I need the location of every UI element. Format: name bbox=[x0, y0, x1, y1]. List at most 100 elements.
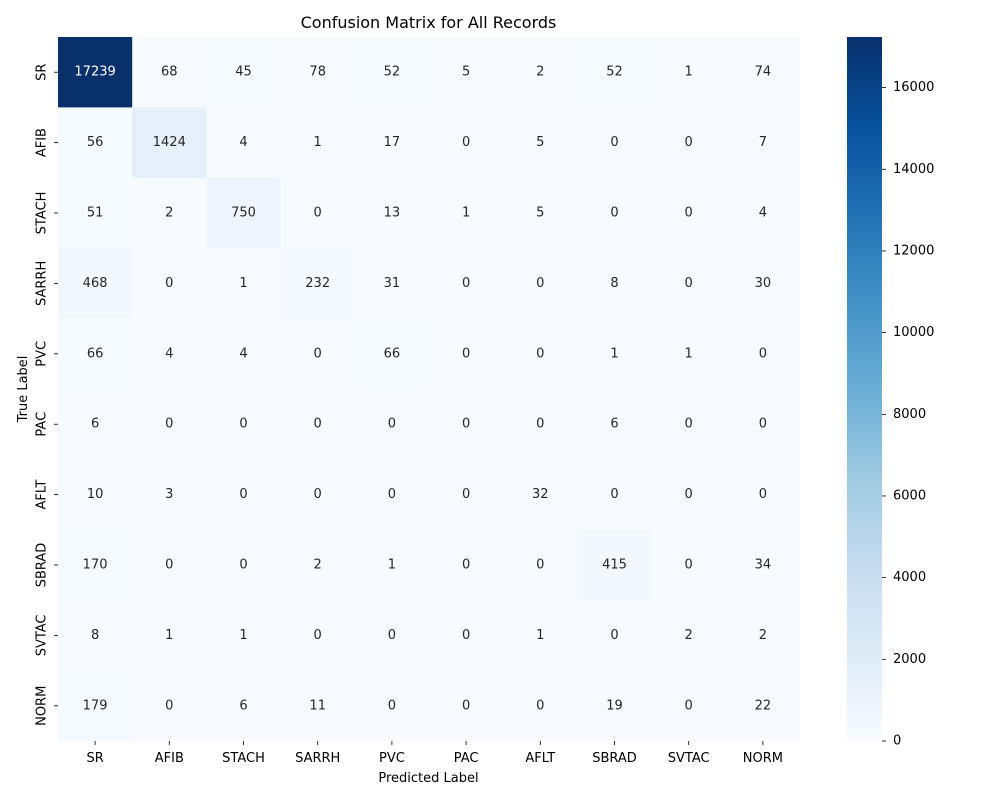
y-tick-label-4: PVC bbox=[35, 341, 50, 367]
cell-value-label-1-0: 56 bbox=[87, 135, 104, 150]
heatmap-cell-9-4 bbox=[354, 670, 430, 742]
cell-value-label-3-8: 0 bbox=[685, 276, 693, 291]
cell-value-label-6-3: 0 bbox=[314, 487, 322, 502]
cell-value-label-2-4: 13 bbox=[384, 206, 401, 221]
heatmap-cell-2-3 bbox=[280, 177, 356, 249]
heatmap-cell-8-1 bbox=[132, 600, 207, 672]
heatmap-cell-5-5 bbox=[429, 389, 504, 460]
heatmap-cell-2-9 bbox=[725, 177, 801, 249]
cell-value-label-5-9: 0 bbox=[759, 417, 767, 432]
heatmap-cell-5-0 bbox=[58, 389, 133, 460]
heatmap-cell-4-8 bbox=[651, 318, 727, 390]
cell-value-label-9-0: 179 bbox=[83, 698, 108, 713]
colorbar-tick-label-1: 2000 bbox=[893, 652, 926, 667]
heatmap-cell-1-8 bbox=[651, 107, 727, 179]
heatmap-cell-2-4 bbox=[354, 177, 430, 249]
cell-value-label-8-3: 0 bbox=[314, 628, 322, 643]
cell-value-label-0-1: 68 bbox=[161, 65, 178, 80]
heatmap-cell-6-7 bbox=[577, 459, 653, 531]
x-tick-label-4: PVC bbox=[379, 751, 405, 766]
x-tick-label-1: AFIB bbox=[155, 751, 184, 766]
heatmap-cell-7-2 bbox=[206, 529, 282, 601]
cell-value-label-1-3: 1 bbox=[314, 135, 322, 150]
y-tick-label-6: AFLT bbox=[35, 480, 50, 510]
heatmap-cell-3-9 bbox=[725, 248, 801, 320]
heatmap-cell-0-1 bbox=[132, 37, 207, 108]
heatmap-cell-4-9 bbox=[725, 318, 801, 390]
x-tick-label-2: STACH bbox=[222, 751, 265, 766]
cell-value-label-2-5: 1 bbox=[462, 206, 470, 221]
cell-value-label-7-0: 170 bbox=[83, 558, 108, 573]
heatmap-cell-8-6 bbox=[503, 600, 578, 672]
heatmap-cell-1-5 bbox=[429, 107, 504, 179]
heatmap-cell-9-7 bbox=[577, 670, 653, 742]
colorbar-tick-label-3: 6000 bbox=[893, 488, 926, 503]
heatmap-cell-4-4 bbox=[354, 318, 430, 390]
heatmap-cell-7-8 bbox=[651, 529, 727, 601]
cell-value-label-8-5: 0 bbox=[462, 628, 470, 643]
colorbar-tick-label-8: 16000 bbox=[893, 80, 934, 95]
heatmap-cell-3-8 bbox=[651, 248, 727, 320]
cell-value-label-6-5: 0 bbox=[462, 487, 470, 502]
heatmap-cell-3-3 bbox=[280, 248, 356, 320]
cell-value-label-1-9: 7 bbox=[759, 135, 767, 150]
cell-value-label-3-0: 468 bbox=[83, 276, 108, 291]
cell-value-label-2-9: 4 bbox=[759, 206, 767, 221]
cell-value-label-6-9: 0 bbox=[759, 487, 767, 502]
heatmap-cell-6-2 bbox=[206, 459, 282, 531]
colorbar-tick-label-2: 4000 bbox=[893, 570, 926, 585]
cell-value-label-2-8: 0 bbox=[685, 206, 693, 221]
cell-value-label-2-7: 0 bbox=[610, 206, 618, 221]
heatmap-cell-9-6 bbox=[503, 670, 578, 742]
cell-value-label-7-4: 1 bbox=[388, 558, 396, 573]
cell-value-label-7-1: 0 bbox=[165, 558, 173, 573]
cell-value-label-5-3: 0 bbox=[314, 417, 322, 432]
heatmap-cell-0-8 bbox=[651, 37, 727, 108]
cell-value-label-1-5: 0 bbox=[462, 135, 470, 150]
y-tick-label-0: SR bbox=[35, 64, 50, 81]
heatmap-cell-0-0 bbox=[58, 37, 133, 108]
colorbar-tick-label-6: 12000 bbox=[893, 243, 934, 258]
heatmap-cell-4-7 bbox=[577, 318, 653, 390]
heatmap-cell-8-5 bbox=[429, 600, 504, 672]
cell-value-label-2-1: 2 bbox=[165, 206, 173, 221]
x-axis-label: Predicted Label bbox=[378, 771, 478, 786]
x-tick-label-7: SBRAD bbox=[592, 751, 637, 766]
cell-value-label-6-1: 3 bbox=[165, 487, 173, 502]
cell-value-label-4-8: 1 bbox=[685, 346, 693, 361]
heatmap-cell-3-0 bbox=[58, 248, 133, 320]
heatmap-cell-7-5 bbox=[429, 529, 504, 601]
cell-value-label-9-6: 0 bbox=[536, 698, 544, 713]
heatmap-cell-5-2 bbox=[206, 389, 282, 460]
heatmap-cell-4-0 bbox=[58, 318, 133, 390]
cell-value-label-4-9: 0 bbox=[759, 346, 767, 361]
chart-title: Confusion Matrix for All Records bbox=[301, 13, 557, 32]
cell-value-label-7-7: 415 bbox=[602, 558, 627, 573]
heatmap-cell-5-1 bbox=[132, 389, 207, 460]
cell-value-label-7-8: 0 bbox=[685, 558, 693, 573]
cell-value-label-5-7: 6 bbox=[610, 417, 618, 432]
heatmap-cell-1-4 bbox=[354, 107, 430, 179]
heatmap-cell-0-9 bbox=[725, 37, 801, 108]
heatmap-cell-3-1 bbox=[132, 248, 207, 320]
heatmap-cell-2-1 bbox=[132, 177, 207, 249]
heatmap-cell-6-3 bbox=[280, 459, 356, 531]
heatmap-cell-6-6 bbox=[503, 459, 578, 531]
heatmap-cell-1-3 bbox=[280, 107, 356, 179]
x-tick-label-9: NORM bbox=[743, 751, 783, 766]
cell-value-label-9-1: 0 bbox=[165, 698, 173, 713]
cell-value-label-9-5: 0 bbox=[462, 698, 470, 713]
heatmap-cell-7-4 bbox=[354, 529, 430, 601]
cell-value-label-3-7: 8 bbox=[610, 276, 618, 291]
cell-value-label-3-3: 232 bbox=[305, 276, 330, 291]
heatmap-cell-4-5 bbox=[429, 318, 504, 390]
heatmap-cell-2-0 bbox=[58, 177, 133, 249]
heatmap-cell-9-2 bbox=[206, 670, 282, 742]
heatmap-cell-3-2 bbox=[206, 248, 282, 320]
cell-value-label-5-4: 0 bbox=[388, 417, 396, 432]
cell-value-label-0-8: 1 bbox=[685, 65, 693, 80]
heatmap-cell-6-5 bbox=[429, 459, 504, 531]
cell-value-label-0-4: 52 bbox=[384, 65, 401, 80]
